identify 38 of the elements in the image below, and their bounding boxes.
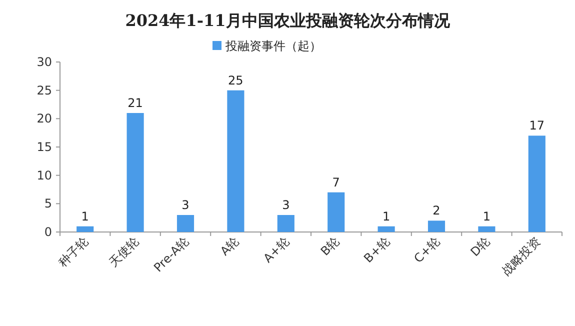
- bar: [528, 136, 546, 232]
- bar: [428, 220, 446, 232]
- bar: [277, 215, 294, 232]
- data-label: 1: [382, 209, 390, 224]
- bar: [478, 226, 496, 232]
- data-label: 7: [332, 175, 340, 190]
- bar: [378, 226, 395, 232]
- bar: [176, 215, 194, 232]
- y-tick-label: 5: [44, 196, 52, 211]
- y-tick-label: 15: [36, 140, 52, 154]
- x-tick-label: D轮: [468, 234, 493, 260]
- bar: [328, 192, 345, 232]
- bar: [227, 90, 244, 232]
- y-tick-label: 20: [36, 112, 52, 126]
- x-tick-label: C+轮: [411, 234, 443, 266]
- x-tick-label: A轮: [218, 234, 242, 258]
- y-tick-label: 30: [36, 55, 52, 69]
- x-tick-label: 战略投资: [499, 234, 544, 278]
- y-tick-label: 25: [36, 83, 52, 98]
- bar: [126, 113, 144, 232]
- data-label: 2: [432, 204, 440, 218]
- legend-label: 投融资事件（起）: [224, 39, 322, 53]
- chart-title: 2024年1-11月中国农业投融资轮次分布情况: [125, 11, 451, 30]
- x-tick-label: B+轮: [361, 234, 392, 266]
- x-tick-label: 种子轮: [56, 234, 92, 270]
- bar: [76, 226, 94, 232]
- data-label: 3: [182, 198, 190, 212]
- data-label: 1: [482, 209, 491, 224]
- x-tick-label: B轮: [318, 234, 342, 258]
- data-label: 1: [81, 209, 89, 224]
- data-label: 3: [282, 198, 290, 212]
- x-tick-label: 天使轮: [106, 234, 142, 270]
- y-tick-label: 10: [36, 168, 52, 182]
- data-label: 21: [128, 96, 143, 110]
- x-tick-label: A+轮: [260, 234, 292, 266]
- y-tick-label: 0: [44, 225, 52, 239]
- data-label: 25: [228, 73, 244, 88]
- data-label: 17: [529, 118, 545, 133]
